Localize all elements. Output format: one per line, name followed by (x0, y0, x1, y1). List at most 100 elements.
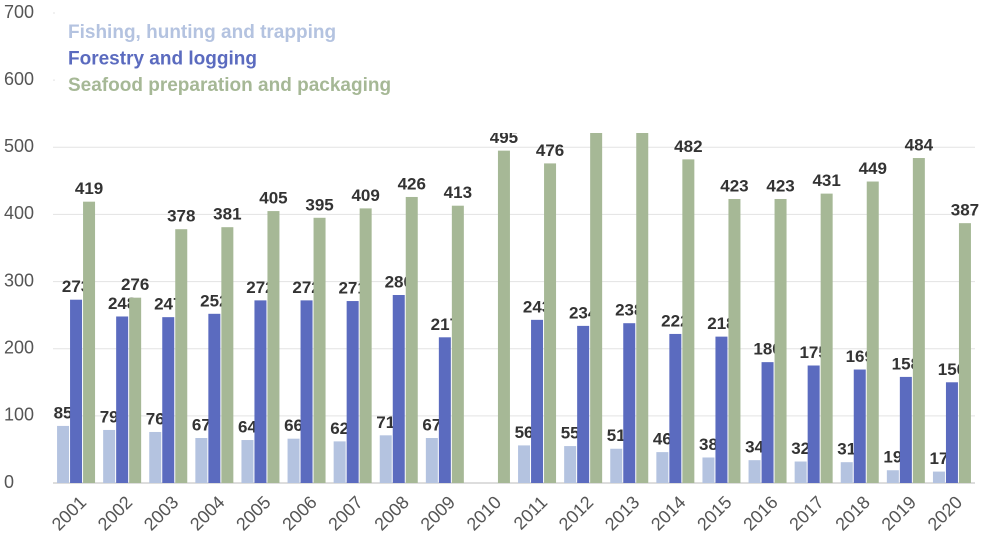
bar (899, 376, 912, 483)
bar (840, 462, 853, 483)
bar (774, 198, 787, 483)
data-label: 38 (699, 435, 718, 454)
x-tick-label: 2014 (647, 492, 689, 534)
data-label: 67 (422, 415, 441, 434)
x-tick-label: 2019 (878, 492, 920, 534)
bar (392, 295, 405, 483)
x-tick-label: 2011 (510, 492, 552, 534)
bar (451, 205, 464, 483)
bar (748, 460, 761, 483)
data-label: 79 (100, 407, 119, 426)
y-tick-label: 0 (4, 472, 14, 492)
bar (544, 163, 557, 483)
bar (623, 323, 636, 483)
data-label: 56 (515, 423, 534, 442)
data-label: 17 (929, 449, 948, 468)
bar (669, 333, 682, 483)
legend-label: Forestry and logging (68, 49, 257, 70)
x-tick-label: 2006 (278, 492, 320, 534)
y-tick-label: 700 (4, 2, 34, 22)
legend-label: Fishing, hunting and trapping (68, 22, 336, 43)
bar (149, 431, 162, 483)
bar (958, 223, 971, 483)
x-tick-label: 2004 (186, 492, 228, 534)
data-label: 46 (653, 430, 672, 449)
x-tick-label: 2009 (417, 492, 459, 534)
data-label: 62 (330, 419, 349, 438)
bar (267, 211, 280, 484)
data-label: 32 (791, 439, 810, 458)
x-tick-label: 2017 (785, 492, 827, 534)
data-label: 431 (812, 171, 840, 190)
x-tick-label: 2012 (555, 492, 597, 534)
bar (590, 107, 603, 483)
x-tick-label: 2015 (693, 492, 735, 534)
bar (70, 299, 83, 483)
legend: Fishing, hunting and trapping Forestry an… (55, 0, 977, 133)
data-label: 31 (837, 440, 856, 459)
data-label: 51 (607, 426, 626, 445)
bar (531, 319, 544, 483)
bar (807, 365, 820, 483)
bar (702, 457, 715, 483)
data-label: 76 (146, 409, 165, 428)
data-label: 419 (75, 179, 103, 198)
legend-label: Seafood preparation and packaging (68, 75, 391, 96)
data-label: 409 (351, 186, 379, 205)
bar (208, 313, 221, 483)
bar (359, 208, 372, 483)
bar (912, 158, 925, 483)
bar (221, 227, 234, 483)
x-tick-label: 2013 (601, 492, 643, 534)
data-label: 482 (674, 137, 702, 156)
data-label: 381 (213, 205, 241, 224)
x-tick-label: 2010 (463, 492, 505, 534)
data-label: 423 (766, 176, 794, 195)
x-tick-label: 2003 (140, 492, 182, 534)
bar (254, 300, 267, 483)
data-label: 413 (444, 183, 472, 202)
x-tick-label: 2008 (370, 492, 412, 534)
data-label: 405 (259, 189, 287, 208)
bar (162, 317, 175, 483)
bar (932, 471, 945, 483)
data-label: 387 (951, 201, 979, 220)
plot-area: 85 79 76 67 64 66 62 71 67 56 55 51 46 38 34 32 31 19 17 27… (53, 12, 979, 484)
bar (313, 217, 326, 484)
bar (241, 440, 254, 483)
bar (497, 150, 510, 483)
bar (866, 181, 879, 483)
y-tick-label: 100 (4, 405, 34, 425)
bar (728, 198, 741, 483)
bar (103, 429, 116, 483)
bar (564, 446, 577, 483)
y-tick-label: 500 (4, 136, 34, 156)
bar (577, 325, 590, 483)
y-tick-label: 300 (4, 270, 34, 290)
bar (116, 316, 129, 483)
bar (853, 369, 866, 483)
bar (379, 435, 392, 483)
bar (129, 297, 142, 483)
data-label: 395 (305, 195, 333, 214)
data-label: 276 (121, 275, 149, 294)
y-tick-label: 400 (4, 203, 34, 223)
x-tick-label: 2020 (924, 492, 966, 534)
bar (405, 196, 418, 483)
bar (610, 448, 623, 483)
bar (287, 438, 300, 483)
bar (682, 159, 695, 483)
data-label: 484 (905, 136, 934, 155)
bar (794, 461, 807, 483)
x-tick-label: 2002 (94, 492, 136, 534)
data-label: 19 (883, 448, 902, 467)
y-tick-label: 200 (4, 337, 34, 357)
bar (195, 438, 208, 483)
x-tick-label: 2001 (48, 492, 90, 534)
legend-background (55, 0, 977, 133)
bar (425, 438, 438, 483)
bar (57, 425, 70, 483)
data-label: 476 (536, 141, 564, 160)
x-tick-label: 2007 (324, 492, 366, 534)
